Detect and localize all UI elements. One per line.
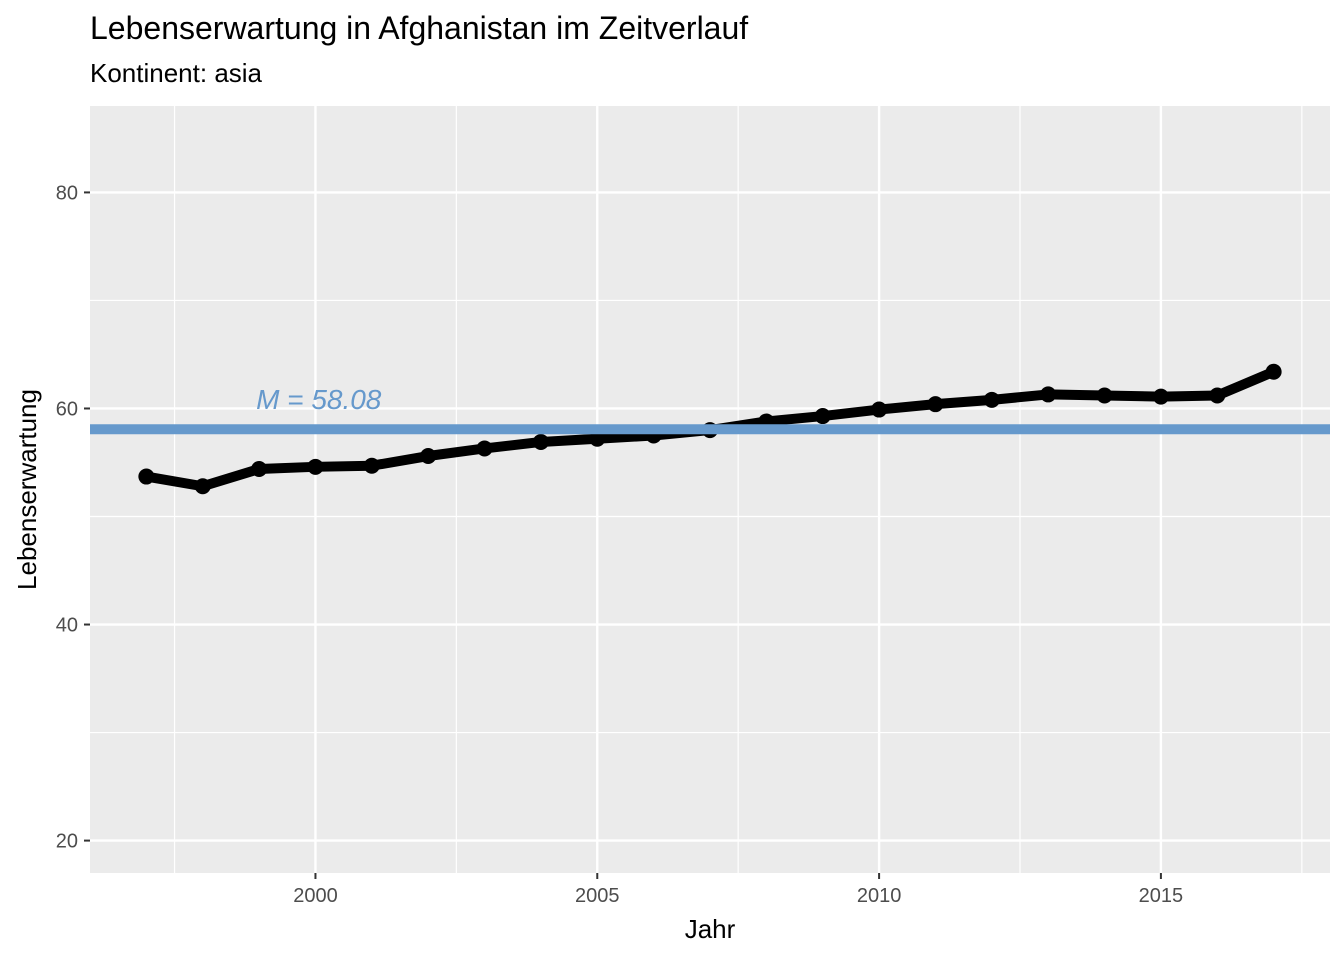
- data-point: [194, 478, 211, 495]
- plot-panel: [90, 106, 1330, 873]
- data-point: [138, 468, 155, 485]
- data-point: [927, 396, 944, 413]
- y-tick-label: 20: [56, 831, 78, 853]
- y-tick-label: 80: [56, 182, 78, 204]
- mean-annotation: M = 58.08: [256, 384, 382, 415]
- data-point: [532, 433, 549, 450]
- data-point: [814, 408, 831, 425]
- data-point: [476, 440, 493, 457]
- major-gridlines: [90, 106, 1330, 873]
- x-tick-label: 2010: [857, 885, 902, 907]
- reference-line-layer: M = 58.08: [90, 384, 1330, 435]
- y-tick-label: 40: [56, 615, 78, 637]
- x-tick-label: 2015: [1139, 885, 1184, 907]
- chart-subtitle: Kontinent: asia: [90, 58, 263, 88]
- data-point: [1152, 388, 1169, 405]
- data-point: [1040, 386, 1057, 403]
- x-axis: 2000 2005 2010 2015: [293, 873, 1183, 907]
- data-point: [983, 391, 1000, 408]
- data-point: [420, 448, 437, 465]
- data-point: [589, 430, 606, 447]
- y-tick-label: 60: [56, 398, 78, 420]
- data-point: [251, 460, 268, 477]
- y-axis: 20 40 60 80: [56, 182, 90, 853]
- minor-gridlines: [90, 106, 1330, 873]
- y-axis-title: Lebenserwartung: [12, 389, 42, 590]
- chart-title: Lebenserwartung in Afghanistan im Zeitve…: [90, 10, 749, 46]
- data-point: [871, 401, 888, 418]
- x-axis-title: Jahr: [685, 914, 736, 944]
- data-point: [363, 457, 380, 474]
- data-point: [1209, 387, 1226, 404]
- data-point: [307, 458, 324, 475]
- data-point: [1265, 363, 1282, 380]
- x-tick-label: 2005: [575, 885, 620, 907]
- x-tick-label: 2000: [293, 885, 338, 907]
- data-point: [1096, 387, 1113, 404]
